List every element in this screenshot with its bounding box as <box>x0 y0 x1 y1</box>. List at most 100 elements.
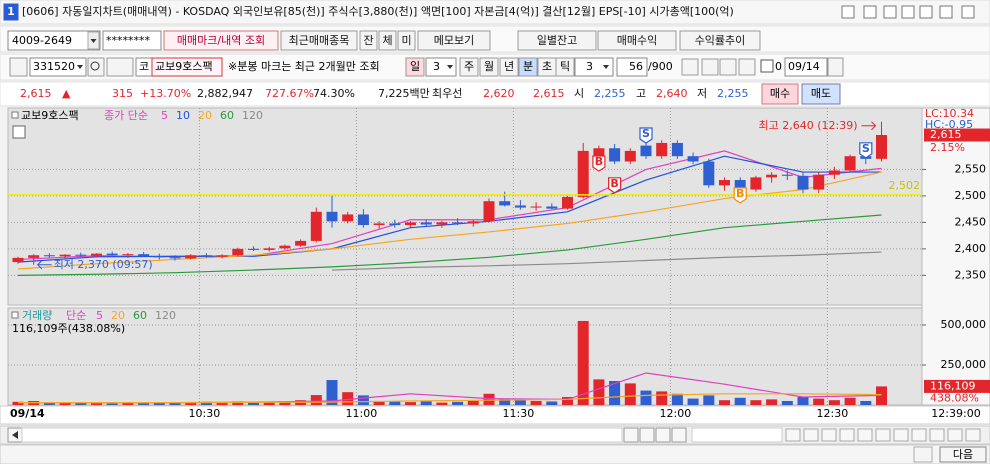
title-icon[interactable] <box>961 5 975 19</box>
search-button[interactable] <box>87 57 105 77</box>
settings-button[interactable] <box>913 446 933 463</box>
toolbar-button[interactable] <box>679 30 761 51</box>
chart-tool-icon[interactable] <box>947 428 963 442</box>
chart-tool-icon[interactable] <box>911 428 927 442</box>
chart-tool-icon[interactable] <box>803 428 819 442</box>
grid-icon[interactable] <box>12 125 26 139</box>
account-field[interactable] <box>7 30 101 51</box>
chart-tool-icon[interactable] <box>785 428 801 442</box>
legend-ma-label: 단순 <box>66 309 86 322</box>
tool-icon[interactable] <box>738 58 756 76</box>
volume-bar <box>153 402 165 405</box>
toolbar-button[interactable] <box>417 30 491 51</box>
toolbar-button[interactable] <box>397 30 416 51</box>
next-button[interactable] <box>939 446 987 463</box>
chart-tool-icon[interactable] <box>929 428 945 442</box>
volume-bar <box>530 400 542 405</box>
candle-body <box>122 254 134 256</box>
candle-body <box>232 248 244 256</box>
period-button[interactable] <box>518 57 538 77</box>
day-interval-field[interactable] <box>425 57 457 77</box>
playback-button[interactable] <box>655 427 671 443</box>
moving-average-line <box>331 251 882 271</box>
x-tick-label: 12:00 <box>660 407 692 420</box>
chart-tool-icon[interactable] <box>893 428 909 442</box>
dropdown-arrow[interactable] <box>603 65 609 69</box>
sound-button[interactable] <box>106 57 134 77</box>
period-button[interactable] <box>479 57 499 77</box>
volume-bar <box>200 401 212 405</box>
candle-body <box>844 156 856 171</box>
title-icon[interactable] <box>841 5 855 19</box>
tool-icon[interactable] <box>681 58 699 76</box>
title-icon[interactable] <box>939 5 953 19</box>
zoom-slider[interactable] <box>691 427 783 443</box>
candle-body <box>28 255 40 258</box>
period-button[interactable] <box>499 57 519 77</box>
dropdown-arrow[interactable] <box>447 65 453 69</box>
chart-tool-icon[interactable] <box>857 428 873 442</box>
legend-entry: 10 <box>176 109 190 122</box>
sell-button[interactable] <box>801 83 841 105</box>
search-icon <box>90 61 100 71</box>
candle-body <box>624 150 636 162</box>
period-button[interactable] <box>555 57 575 77</box>
volume-bar <box>687 398 699 405</box>
chart-tool-icon[interactable] <box>965 428 981 442</box>
title-icon[interactable] <box>883 5 897 19</box>
toolbar-button[interactable] <box>163 30 279 51</box>
last-volume-label: 116,109 <box>930 379 976 392</box>
playback-button[interactable] <box>671 427 687 443</box>
period-button[interactable] <box>459 57 479 77</box>
menu-icon[interactable] <box>9 57 28 77</box>
tool-icon[interactable] <box>719 58 737 76</box>
candle-body <box>609 148 621 162</box>
count-field[interactable] <box>616 57 648 77</box>
toolbar-button[interactable] <box>378 30 397 51</box>
toolbar-button[interactable] <box>597 30 677 51</box>
window-title: [0606] 자동일지차트(매매내역) - KOSDAQ 외국인보유[85(천)… <box>22 4 734 18</box>
password-field[interactable] <box>102 30 162 51</box>
x-tick-label: 11:30 <box>503 407 535 420</box>
scroll-track[interactable] <box>21 427 623 443</box>
chart-tool-icon[interactable] <box>839 428 855 442</box>
dropdown-arrow[interactable] <box>77 65 83 69</box>
title-icon[interactable] <box>901 5 915 19</box>
volume-bar <box>499 398 511 405</box>
moving-average-line <box>17 214 882 276</box>
title-icon[interactable] <box>863 5 877 19</box>
toolbar-button[interactable] <box>359 30 378 51</box>
candle-body <box>138 254 150 257</box>
quote-high: 2,640 <box>656 87 688 100</box>
checkbox[interactable] <box>760 59 774 73</box>
tool-icon[interactable] <box>701 58 719 76</box>
volume-bar <box>562 396 573 405</box>
buy-button[interactable] <box>761 83 799 105</box>
toolbar-button[interactable] <box>280 30 358 51</box>
chart-tool-icon[interactable] <box>821 428 837 442</box>
x-tick-label: 09/14 <box>10 407 45 420</box>
playback-button[interactable] <box>639 427 655 443</box>
toolbar-button-label: 미 <box>401 34 411 47</box>
playback-button[interactable] <box>623 427 639 443</box>
code-field[interactable] <box>29 57 87 77</box>
legend-entry: 60 <box>220 109 234 122</box>
candle-body <box>326 211 338 222</box>
title-icon[interactable] <box>919 5 933 19</box>
candle-body <box>295 240 307 246</box>
date-field[interactable] <box>784 57 828 77</box>
y-tick-label: 2,500 <box>955 189 987 202</box>
candle-body <box>279 245 291 249</box>
period-button[interactable] <box>405 57 425 77</box>
calendar-button[interactable] <box>827 57 844 77</box>
next-label: 다음 <box>953 448 973 461</box>
window-number: 1 <box>7 5 15 18</box>
chart-tool-icon[interactable] <box>875 428 891 442</box>
last-volume-rate: 438.08% <box>930 391 979 404</box>
dropdown-arrow[interactable] <box>90 39 97 43</box>
interval-field[interactable] <box>574 57 614 77</box>
current-price-box <box>924 128 990 142</box>
toolbar-button[interactable] <box>517 30 597 51</box>
name-field[interactable] <box>151 57 223 77</box>
date: 09/14 <box>788 60 820 73</box>
